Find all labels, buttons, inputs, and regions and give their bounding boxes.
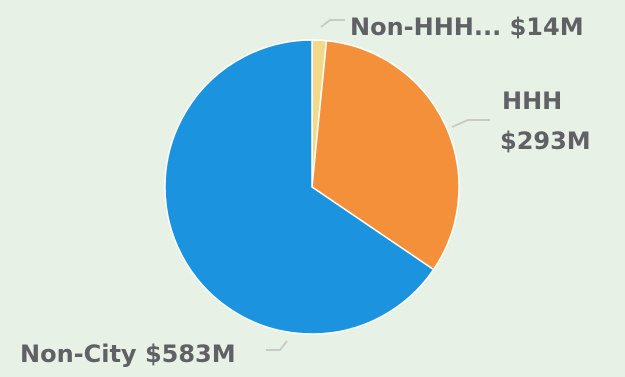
label-hhh-value: $293M [500, 127, 591, 155]
label-non-city-name: Non-City [20, 340, 137, 368]
label-hhh-name: HHH [502, 87, 562, 115]
pie-slice-non-city [164, 39, 435, 335]
pie-slices [164, 39, 460, 335]
label-non-city: Non-City $583M [20, 340, 236, 368]
label-non-hhh-name: Non-HHH... [350, 13, 501, 41]
leader-line-non-city [266, 340, 288, 351]
pie-slice-hhh [311, 39, 460, 271]
leader-line-hhh [451, 119, 490, 128]
leader-line-non-hhh [320, 19, 345, 28]
label-non-hhh-value: $14M [510, 13, 584, 41]
label-non-city-value: $583M [145, 340, 236, 368]
label-non-hhh: Non-HHH... $14M [350, 13, 584, 41]
